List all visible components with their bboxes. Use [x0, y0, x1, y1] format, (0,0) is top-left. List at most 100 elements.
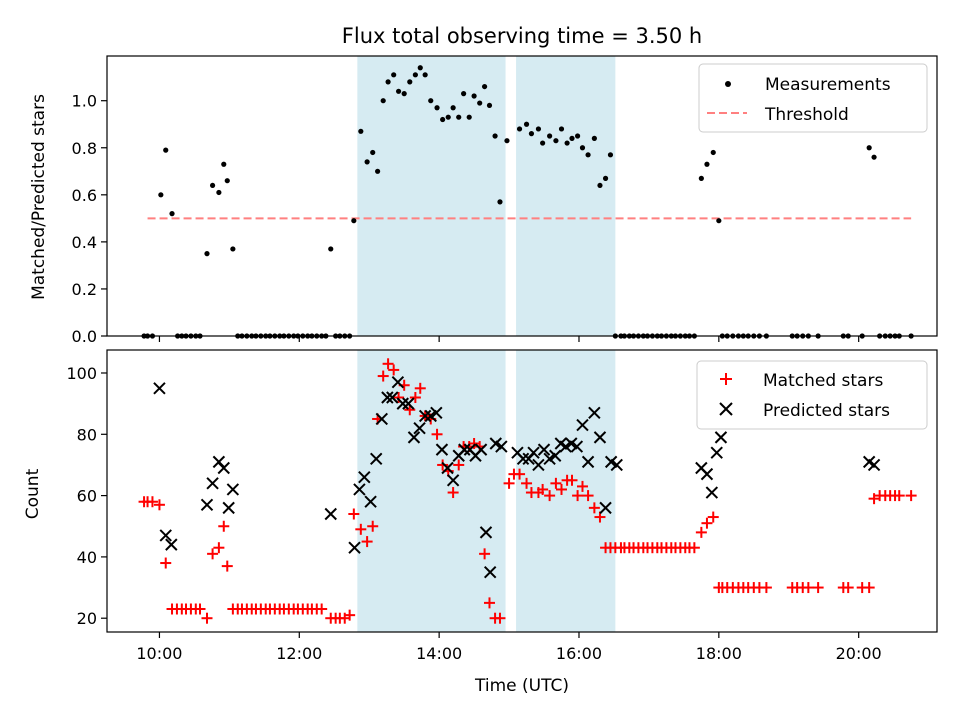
measurement-point — [497, 199, 503, 205]
matched-star-point — [479, 548, 491, 560]
measurement-point — [871, 154, 877, 160]
predicted-star-point — [324, 507, 337, 521]
measurement-point — [412, 72, 418, 78]
bottom-axes-frame — [106, 349, 938, 633]
measurement-point — [547, 133, 553, 139]
measurement-point — [328, 246, 334, 252]
matched-star-point — [344, 609, 356, 621]
matched-star-point — [355, 523, 367, 535]
top-axes-frame — [106, 55, 938, 337]
measurement-point — [434, 105, 440, 111]
predicted-star-point — [226, 483, 240, 496]
measurement-point — [364, 159, 370, 165]
measurement-point — [710, 149, 716, 156]
bottom-y-tick-label: 40 — [77, 548, 97, 567]
predicted-star-point — [402, 397, 415, 410]
predicted-star-point — [458, 443, 471, 456]
bottom-x-tick-label: 14:00 — [416, 644, 462, 663]
matched-star-point — [863, 582, 875, 594]
measurement-point — [224, 178, 230, 184]
measurement-point — [535, 126, 542, 132]
bottom-legend: Matched stars Predicted stars — [696, 360, 928, 430]
matched-star-point — [348, 508, 360, 520]
top-legend-frame — [698, 63, 928, 133]
measurement-point — [602, 175, 609, 181]
predicted-star-point — [381, 391, 394, 404]
measurement-point — [428, 98, 434, 104]
matched-star-point — [431, 428, 443, 440]
matched-star-point — [566, 474, 578, 486]
measurement-point — [477, 100, 483, 106]
bottom-x-tick-label: 20:00 — [836, 644, 882, 663]
predicted-star-point — [474, 443, 488, 456]
matched-star-point — [207, 548, 219, 560]
measurement-point — [591, 135, 597, 141]
predicted-star-point — [479, 526, 493, 539]
measurement-point — [607, 152, 614, 158]
measurement-point — [569, 135, 575, 141]
bottom-y-tick-label: 80 — [77, 425, 97, 444]
matched-star-point — [409, 392, 421, 404]
matched-star-point — [868, 493, 880, 505]
predicted-star-point — [396, 397, 409, 410]
predicted-star-point — [413, 421, 426, 435]
bottom-y-tick-label: 100 — [66, 364, 97, 383]
predicted-star-point — [588, 406, 601, 420]
matched-star-point — [160, 557, 172, 569]
predicted-star-point — [206, 477, 219, 490]
measurement-point — [564, 140, 570, 146]
matched-star-point — [701, 517, 713, 529]
measurement-point — [540, 140, 546, 146]
matched-star-point — [503, 477, 515, 489]
measurement-point — [558, 126, 565, 132]
measurement-point — [163, 147, 169, 153]
bottom-axes: 20 40 60 80 100 10:00 12:00 14:00 16:00 18:00 20:0… — [66, 349, 938, 663]
predicted-star-point — [217, 461, 230, 475]
predicted-star-point — [430, 406, 443, 420]
matched-star-point — [588, 502, 600, 514]
bottom-x-tick-label: 18:00 — [696, 644, 742, 663]
measurement-point — [417, 65, 423, 71]
highlight-span-1 — [357, 350, 506, 632]
matched-star-point — [218, 520, 230, 532]
legend-measurements-label: Measurements — [765, 75, 891, 95]
predicted-star-point — [549, 449, 562, 462]
matched-star-point — [812, 582, 824, 594]
predicted-star-point — [446, 474, 460, 487]
measurement-point — [486, 102, 493, 109]
top-y-tick-label: 0.8 — [72, 139, 97, 158]
measurement-point — [716, 218, 722, 224]
predicted-star-point — [516, 452, 530, 466]
predicted-legend-marker — [719, 402, 733, 416]
bottom-x-tick-label: 12:00 — [276, 644, 322, 663]
predicted-star-point — [375, 412, 389, 426]
measurement-point — [461, 91, 467, 97]
highlight-span-2 — [516, 350, 616, 632]
bottom-y-axis-label: Count — [23, 468, 43, 519]
measurement-point — [704, 161, 710, 167]
predicted-star-point — [391, 375, 405, 389]
matched-star-point — [382, 358, 394, 370]
matched-legend-marker — [720, 373, 732, 385]
measurement-point — [351, 218, 357, 224]
matched-star-point — [582, 490, 594, 502]
matched-star-point — [760, 582, 772, 594]
measurements-legend-marker — [725, 81, 731, 87]
top-legend: Measurements Threshold — [698, 63, 928, 133]
measurement-point — [456, 114, 462, 120]
matched-star-point — [221, 560, 233, 572]
matched-star-point — [453, 459, 465, 471]
predicted-star-point — [483, 566, 497, 579]
matched-star-point — [695, 526, 707, 538]
highlight-span-1 — [357, 56, 506, 336]
measurement-point — [445, 114, 451, 120]
measurement-point — [440, 116, 446, 123]
bottom-legend-frame — [696, 360, 928, 430]
measurement-point — [523, 121, 530, 127]
predicted-star-point — [200, 498, 214, 512]
measurement-point — [866, 145, 872, 151]
predicted-star-point — [714, 431, 728, 444]
measurement-point — [158, 192, 164, 198]
top-y-axis-label: Matched/Predicted stars — [29, 94, 49, 300]
matched-star-point — [802, 582, 814, 594]
